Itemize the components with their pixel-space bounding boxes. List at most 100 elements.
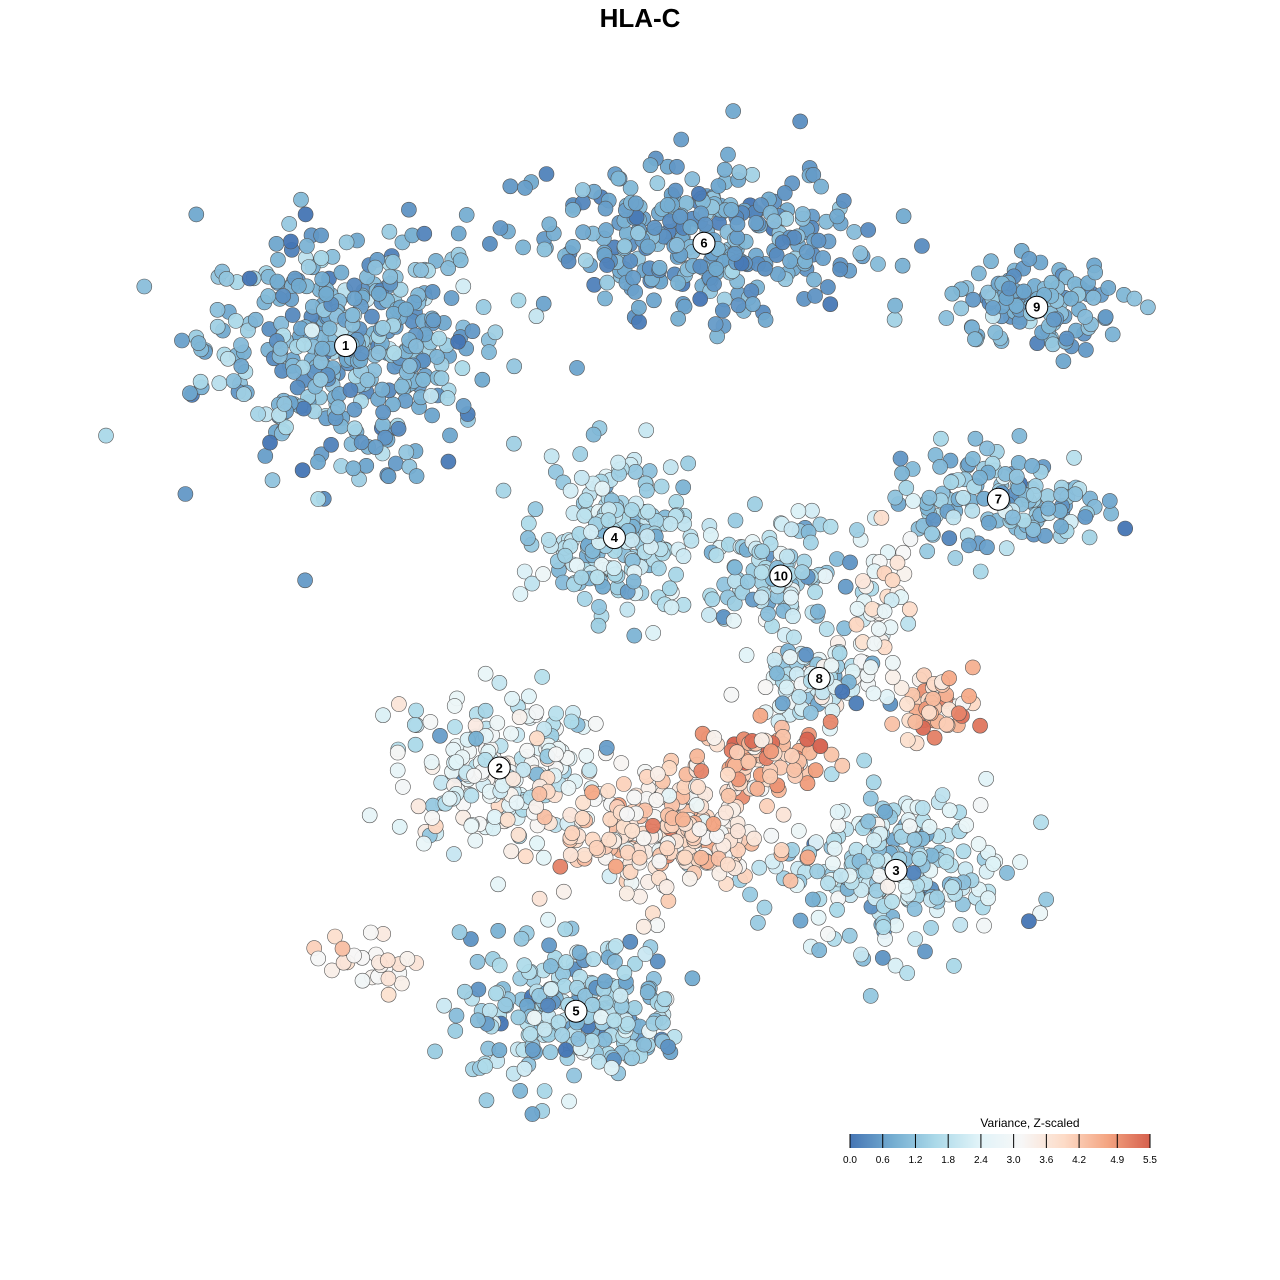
scatter-point (799, 775, 816, 792)
scatter-point (898, 480, 915, 496)
scatter-point (440, 260, 457, 277)
scatter-point (980, 890, 996, 907)
scatter-point (743, 283, 760, 299)
scatter-point (668, 566, 684, 583)
scatter-point (575, 224, 591, 240)
scatter-point (684, 171, 701, 187)
scatter-point (729, 216, 746, 232)
scatter-point (651, 259, 668, 276)
cluster-label-text: 3 (892, 863, 899, 878)
scatter-point (760, 606, 776, 622)
scatter-point (401, 201, 417, 218)
scatter-point (490, 922, 507, 939)
scatter-point (783, 589, 799, 606)
scatter-point (466, 767, 482, 784)
scatter-point (810, 232, 827, 249)
scatter-point (516, 957, 533, 974)
scatter-point (954, 896, 971, 913)
scatter-point (799, 849, 816, 866)
scatter-point (818, 621, 835, 637)
scatter-point (324, 962, 340, 979)
scatter-point (423, 754, 440, 770)
colorbar-tick-label: 1.8 (941, 1155, 955, 1166)
scatter-point (590, 617, 607, 634)
scatter-point (467, 832, 484, 849)
scatter-point (446, 698, 463, 714)
scatter-point (967, 430, 984, 447)
scatter-point (450, 225, 467, 242)
scatter-point (901, 818, 918, 835)
scatter-point (981, 515, 997, 531)
scatter-point (526, 1010, 543, 1026)
scatter-point (900, 615, 917, 632)
scatter-point (763, 827, 780, 844)
scatter-point (443, 290, 460, 306)
scatter-point (810, 603, 826, 620)
scatter-point (346, 277, 363, 294)
scatter-point (637, 946, 654, 962)
scatter-point (661, 580, 678, 597)
colorbar-tick-label: 3.0 (1007, 1155, 1021, 1166)
scatter-point (597, 994, 614, 1011)
scatter-point (723, 686, 740, 703)
scatter-point (286, 364, 302, 380)
scatter-point (543, 981, 559, 998)
scatter-point (660, 1039, 676, 1055)
scatter-point (211, 375, 228, 392)
scatter-point (599, 274, 616, 291)
scatter-point (926, 729, 943, 746)
colorbar-tick-label: 4.2 (1072, 1155, 1086, 1166)
scatter-point (1026, 487, 1042, 503)
scatter-point (941, 670, 957, 687)
scatter-point (862, 988, 879, 1004)
scatter-point (889, 554, 906, 571)
scatter-point (841, 927, 858, 944)
scatter-point (858, 863, 874, 880)
scatter-point (562, 482, 579, 499)
scatter-point (985, 300, 1001, 316)
scatter-point (791, 688, 807, 705)
scatter-point (756, 899, 773, 916)
scatter-point (638, 422, 655, 439)
scatter-point (600, 512, 617, 529)
scatter-point (610, 454, 627, 471)
scatter-point (375, 707, 391, 724)
scatter-point (943, 474, 959, 491)
scatter-point (534, 669, 551, 685)
scatter-point (668, 494, 685, 510)
scatter-point (960, 537, 977, 554)
scatter-point (528, 308, 545, 325)
scatter-point (268, 236, 285, 252)
colorbar-tick-label: 0.0 (843, 1155, 857, 1166)
scatter-point (584, 784, 600, 801)
scatter-point (642, 157, 659, 173)
scatter-point (759, 798, 775, 814)
scatter-point (299, 238, 315, 254)
scatter-point (441, 790, 458, 807)
scatter-point (907, 931, 924, 947)
scatter-point (622, 933, 639, 950)
scatter-point (269, 273, 286, 290)
scatter-point (601, 831, 617, 848)
scatter-point (318, 286, 335, 302)
scatter-point (815, 250, 831, 266)
scatter-point (750, 914, 766, 931)
scatter-point (622, 253, 639, 269)
scatter-point (321, 320, 338, 337)
scatter-point (870, 621, 887, 637)
scatter-point (812, 738, 829, 755)
scatter-point (757, 679, 774, 696)
scatter-point (766, 213, 783, 230)
scatter-point (1053, 518, 1069, 535)
scatter-point (557, 1042, 574, 1058)
scatter-point (662, 516, 679, 532)
scatter-point (391, 696, 407, 712)
scatter-point (330, 399, 346, 416)
scatter-point (463, 818, 480, 834)
cluster-label-1: 1 (334, 334, 358, 358)
scatter-point (1021, 251, 1037, 267)
cluster-label-badge (807, 666, 831, 690)
scatter-point (782, 649, 799, 666)
scatter-point (289, 379, 306, 396)
scatter-point (390, 420, 407, 437)
